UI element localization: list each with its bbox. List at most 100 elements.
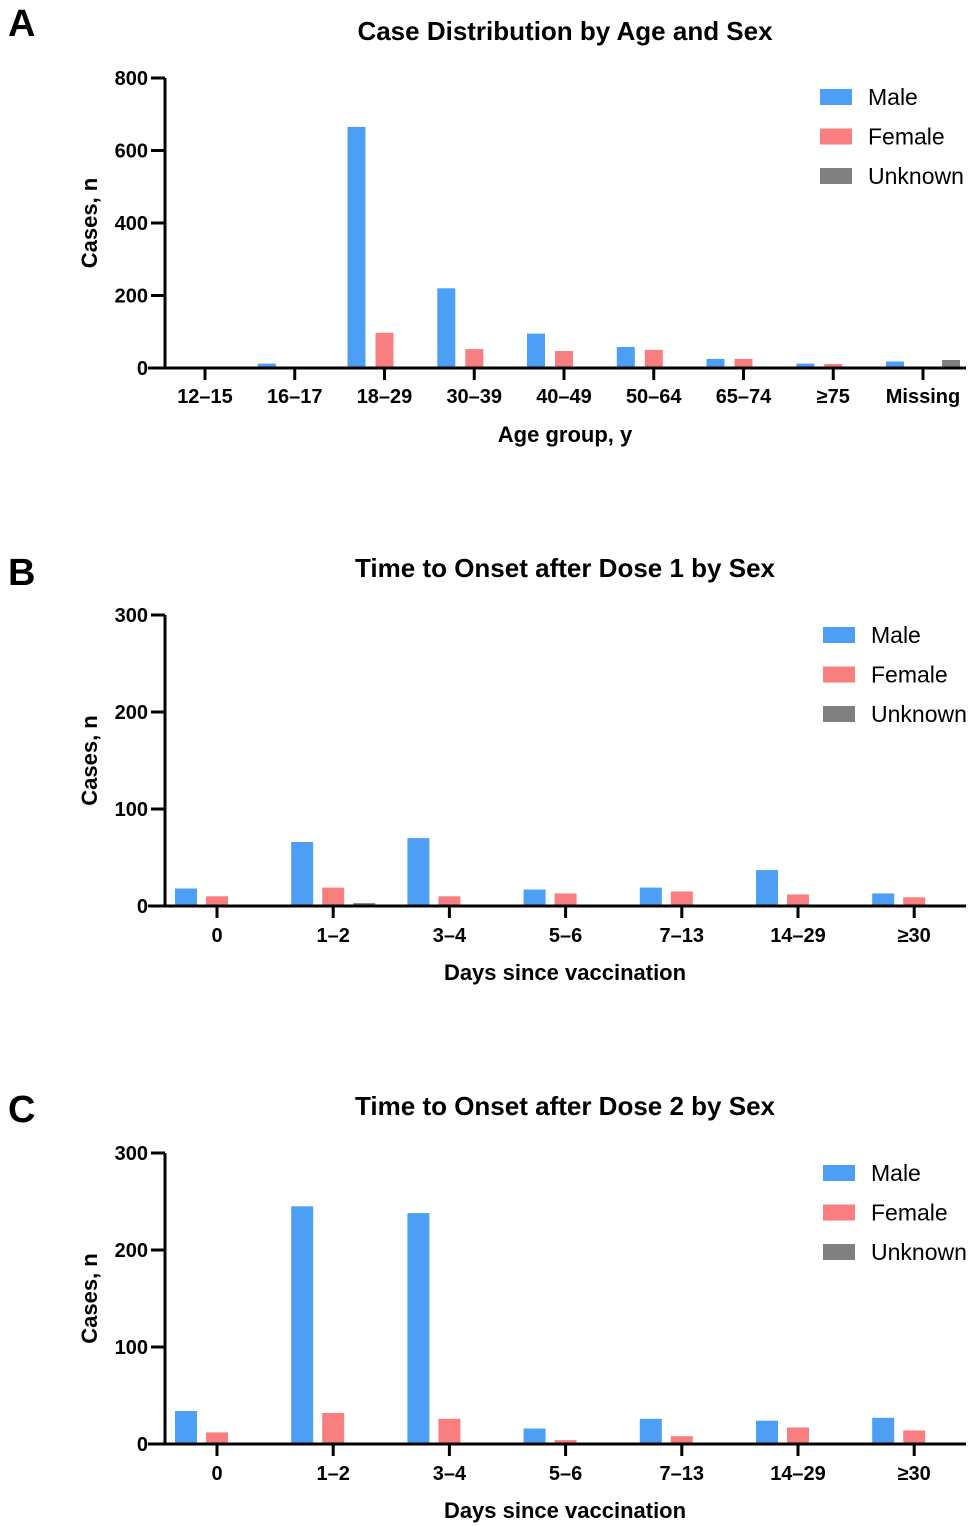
y-tick-label: 300 <box>115 1143 148 1165</box>
panel-letter: B <box>8 552 35 594</box>
legend-swatch-unknown <box>823 706 855 722</box>
bar-male-3 <box>523 1428 546 1444</box>
bar-male-2 <box>347 126 366 369</box>
bar-female-5 <box>644 349 663 368</box>
x-axis-label: Age group, y <box>498 422 633 447</box>
legend-swatch-unknown <box>823 1244 855 1260</box>
y-tick-label: 200 <box>115 702 148 724</box>
x-tick-label: 65–74 <box>716 386 772 408</box>
x-axis-label: Days since vaccination <box>444 960 686 985</box>
bar-male-3 <box>523 889 546 906</box>
bar-male-2 <box>407 838 430 906</box>
bar-male-3 <box>437 288 456 369</box>
legend: Male Female Unknown <box>820 84 964 189</box>
bar-female-0 <box>206 1432 228 1444</box>
bar-female-4 <box>555 351 573 368</box>
chart-title: Time to Onset after Dose 2 by Sex <box>355 1091 776 1121</box>
bar-female-2 <box>375 332 394 368</box>
bar-male-6 <box>706 358 725 368</box>
bar-female-6 <box>734 358 753 368</box>
legend-label-unknown: Unknown <box>871 701 967 727</box>
bar-male-7 <box>796 363 815 368</box>
bar-male-4 <box>639 1418 662 1444</box>
bar-female-6 <box>903 897 926 906</box>
legend-swatch-female <box>823 666 855 683</box>
bar-male-5 <box>756 870 778 906</box>
x-tick-label: 18–29 <box>357 386 413 408</box>
legend: Male Female Unknown <box>823 622 967 727</box>
legend-label-unknown: Unknown <box>871 1239 967 1265</box>
bar-unknown-8 <box>942 360 960 368</box>
bar-female-3 <box>465 349 484 368</box>
legend-label-female: Female <box>871 1200 948 1226</box>
x-tick-label: ≥30 <box>898 1463 931 1485</box>
y-tick-label: 800 <box>115 68 148 90</box>
x-tick-label: 7–13 <box>660 1463 705 1485</box>
y-axis-label: Cases, n <box>77 1253 102 1344</box>
y-tick-label: 0 <box>137 358 148 380</box>
x-tick-label: 40–49 <box>536 386 592 408</box>
x-tick-label: ≥75 <box>817 386 850 408</box>
bar-male-5 <box>756 1420 778 1444</box>
bar-female-5 <box>787 894 809 906</box>
x-tick-label: 30–39 <box>446 386 502 408</box>
bar-male-8 <box>886 361 904 368</box>
y-tick-label: 400 <box>115 213 148 235</box>
bar-male-6 <box>872 1417 895 1444</box>
legend-swatch-male <box>823 1165 855 1181</box>
bar-male-5 <box>616 347 635 368</box>
x-tick-label: 3–4 <box>433 1463 467 1485</box>
x-tick-label: 50–64 <box>626 386 682 408</box>
x-axis-label: Days since vaccination <box>444 1498 686 1523</box>
bar-female-4 <box>670 1436 693 1444</box>
bar-female-2 <box>438 1418 461 1444</box>
y-tick-label: 600 <box>115 141 148 163</box>
bar-male-1 <box>257 363 276 368</box>
bar-female-0 <box>206 896 228 906</box>
bar-female-1 <box>322 1413 345 1444</box>
bar-male-2 <box>407 1213 430 1444</box>
legend-label-female: Female <box>868 124 945 150</box>
x-tick-label: 5–6 <box>549 1463 582 1485</box>
bar-female-1 <box>322 887 345 906</box>
bar-female-2 <box>438 896 461 906</box>
legend-label-unknown: Unknown <box>868 163 964 189</box>
bar-female-6 <box>903 1430 926 1444</box>
legend-swatch-female <box>823 1204 855 1221</box>
y-tick-label: 200 <box>115 1240 148 1262</box>
bar-male-0 <box>175 1411 197 1444</box>
x-tick-label: 0 <box>211 1463 222 1485</box>
chart-panel-c: C Time to Onset after Dose 2 by Sex 0 100 20… <box>8 1089 967 1523</box>
chart-title: Case Distribution by Age and Sex <box>357 16 773 46</box>
x-tick-label: 3–4 <box>433 925 467 947</box>
y-tick-label: 0 <box>137 896 148 918</box>
x-tick-label: 7–13 <box>660 925 705 947</box>
x-tick-label: Missing <box>886 386 960 408</box>
x-tick-label: 16–17 <box>267 386 323 408</box>
y-tick-label: 100 <box>115 1337 148 1359</box>
legend-swatch-unknown <box>820 168 852 184</box>
panel-letter: A <box>8 3 35 45</box>
y-axis-label: Cases, n <box>77 178 102 269</box>
bar-male-0 <box>175 888 197 906</box>
bar-female-4 <box>670 891 693 906</box>
chart-panel-a: A Case Distribution by Age and Sex 0 200 400… <box>8 3 966 447</box>
bar-female-3 <box>554 1440 577 1444</box>
x-tick-label: 1–2 <box>317 1463 350 1485</box>
x-tick-label: 14–29 <box>770 925 826 947</box>
y-tick-label: 300 <box>115 605 148 627</box>
y-tick-label: 200 <box>115 286 148 308</box>
legend-swatch-male <box>820 89 852 105</box>
x-tick-label: 12–15 <box>177 386 233 408</box>
x-tick-label: 14–29 <box>770 1463 826 1485</box>
x-tick-label: ≥30 <box>898 925 931 947</box>
panel-letter: C <box>8 1089 35 1131</box>
bar-male-4 <box>527 333 545 368</box>
chart-title: Time to Onset after Dose 1 by Sex <box>355 553 776 583</box>
bar-female-7 <box>824 364 843 368</box>
x-tick-label: 5–6 <box>549 925 582 947</box>
y-tick-label: 100 <box>115 799 148 821</box>
bar-male-4 <box>639 887 662 906</box>
legend: Male Female Unknown <box>823 1160 967 1265</box>
